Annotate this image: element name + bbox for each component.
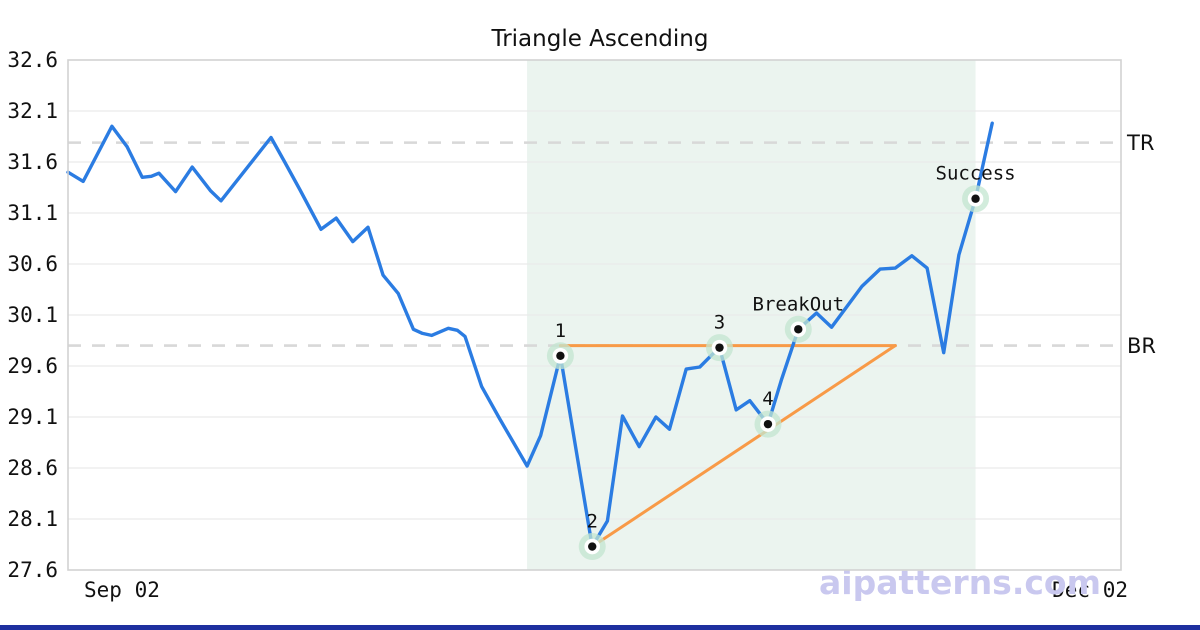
price-line (66, 121, 994, 549)
y-tick-label: 32.6 (7, 48, 58, 72)
marker-dot (588, 542, 597, 551)
marker-dot (763, 419, 773, 429)
marker-dot (556, 351, 565, 360)
annotation-label: 1 (555, 320, 566, 342)
annotation-label: 3 (714, 312, 725, 334)
marker-dot (971, 194, 980, 203)
tr-level-label: TR (1127, 130, 1155, 155)
annotation-label: 2 (587, 511, 598, 533)
y-tick-label: 28.1 (7, 507, 58, 531)
y-tick-label: 32.1 (7, 99, 58, 123)
x-axis-label-end: Dec 02 (1052, 578, 1128, 602)
triangle-line (590, 344, 897, 549)
y-tick-label: 30.6 (7, 252, 58, 276)
y-tick-label: 28.6 (7, 456, 58, 480)
y-tick-label: 29.1 (7, 405, 58, 429)
x-axis-label-start: Sep 02 (84, 578, 160, 602)
bottom-brand-bar (0, 625, 1200, 630)
y-tick-label: 31.6 (7, 150, 58, 174)
marker-dot (794, 325, 803, 334)
annotation-label: BreakOut (753, 293, 845, 315)
y-tick-label: 30.1 (7, 303, 58, 327)
marker-dot (715, 343, 724, 352)
chart-title: Triangle Ascending (491, 26, 709, 52)
br-level-label: BR (1127, 333, 1156, 358)
y-tick-label: 31.1 (7, 201, 58, 225)
plot-border (67, 59, 1122, 571)
y-tick-label: 27.6 (7, 558, 58, 582)
annotation-label: 4 (762, 388, 773, 410)
annotation-label: Success (936, 163, 1016, 185)
y-tick-label: 29.6 (7, 354, 58, 378)
